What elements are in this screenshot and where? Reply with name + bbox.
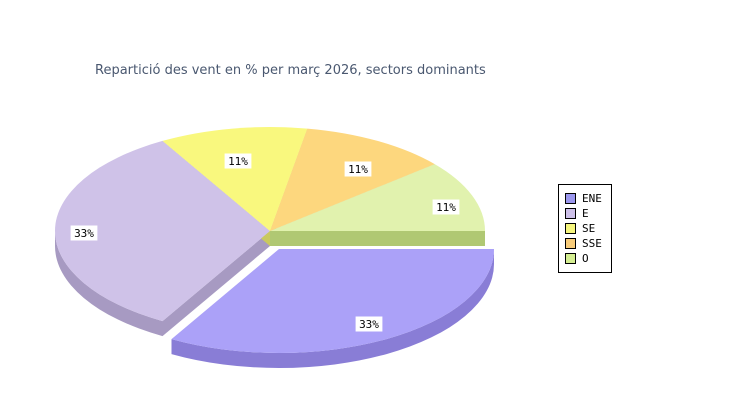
pie-slice-se bbox=[162, 126, 308, 231]
pie-label-sse: 11% bbox=[348, 163, 368, 176]
legend-swatch bbox=[565, 223, 576, 234]
pie-label-box bbox=[70, 225, 98, 241]
legend-item-label: SSE bbox=[582, 237, 602, 250]
pie-label-box bbox=[224, 153, 252, 169]
pie-label-se: 11% bbox=[228, 155, 248, 168]
pie-label-e: 33% bbox=[74, 227, 94, 240]
legend: ENE E SE SSE O bbox=[558, 184, 612, 273]
legend-swatch bbox=[565, 238, 576, 249]
pie-slice-ene bbox=[171, 249, 494, 354]
legend-item-se: SE bbox=[565, 223, 605, 234]
legend-swatch bbox=[565, 208, 576, 219]
legend-item-ene: ENE bbox=[565, 193, 605, 204]
legend-item-label: O bbox=[582, 252, 589, 265]
legend-item-label: E bbox=[582, 207, 589, 220]
pie-cut-face-o bbox=[270, 231, 485, 246]
pie-rim-e bbox=[54, 231, 163, 337]
legend-item-label: SE bbox=[582, 222, 596, 235]
legend-item-sse: SSE bbox=[565, 238, 605, 249]
legend-item-o: O bbox=[565, 253, 605, 264]
legend-item-e: E bbox=[565, 208, 605, 219]
chart-title: Repartició des vent en % per març 2026, … bbox=[95, 63, 486, 78]
legend-item-label: ENE bbox=[582, 192, 602, 205]
pie-slice-e bbox=[54, 140, 271, 322]
pie-slice-o bbox=[270, 164, 485, 231]
pie-label-box bbox=[355, 316, 383, 332]
pie-cut-face-e bbox=[162, 231, 270, 337]
pie-label-box bbox=[432, 199, 460, 215]
pie-rim-ene bbox=[171, 249, 494, 369]
pie-label-o: 11% bbox=[436, 201, 456, 214]
pie-label-ene: 33% bbox=[359, 318, 379, 331]
pie-slice-sse bbox=[270, 128, 435, 231]
legend-swatch bbox=[565, 253, 576, 264]
pie-label-box bbox=[344, 161, 372, 177]
legend-swatch bbox=[565, 193, 576, 204]
